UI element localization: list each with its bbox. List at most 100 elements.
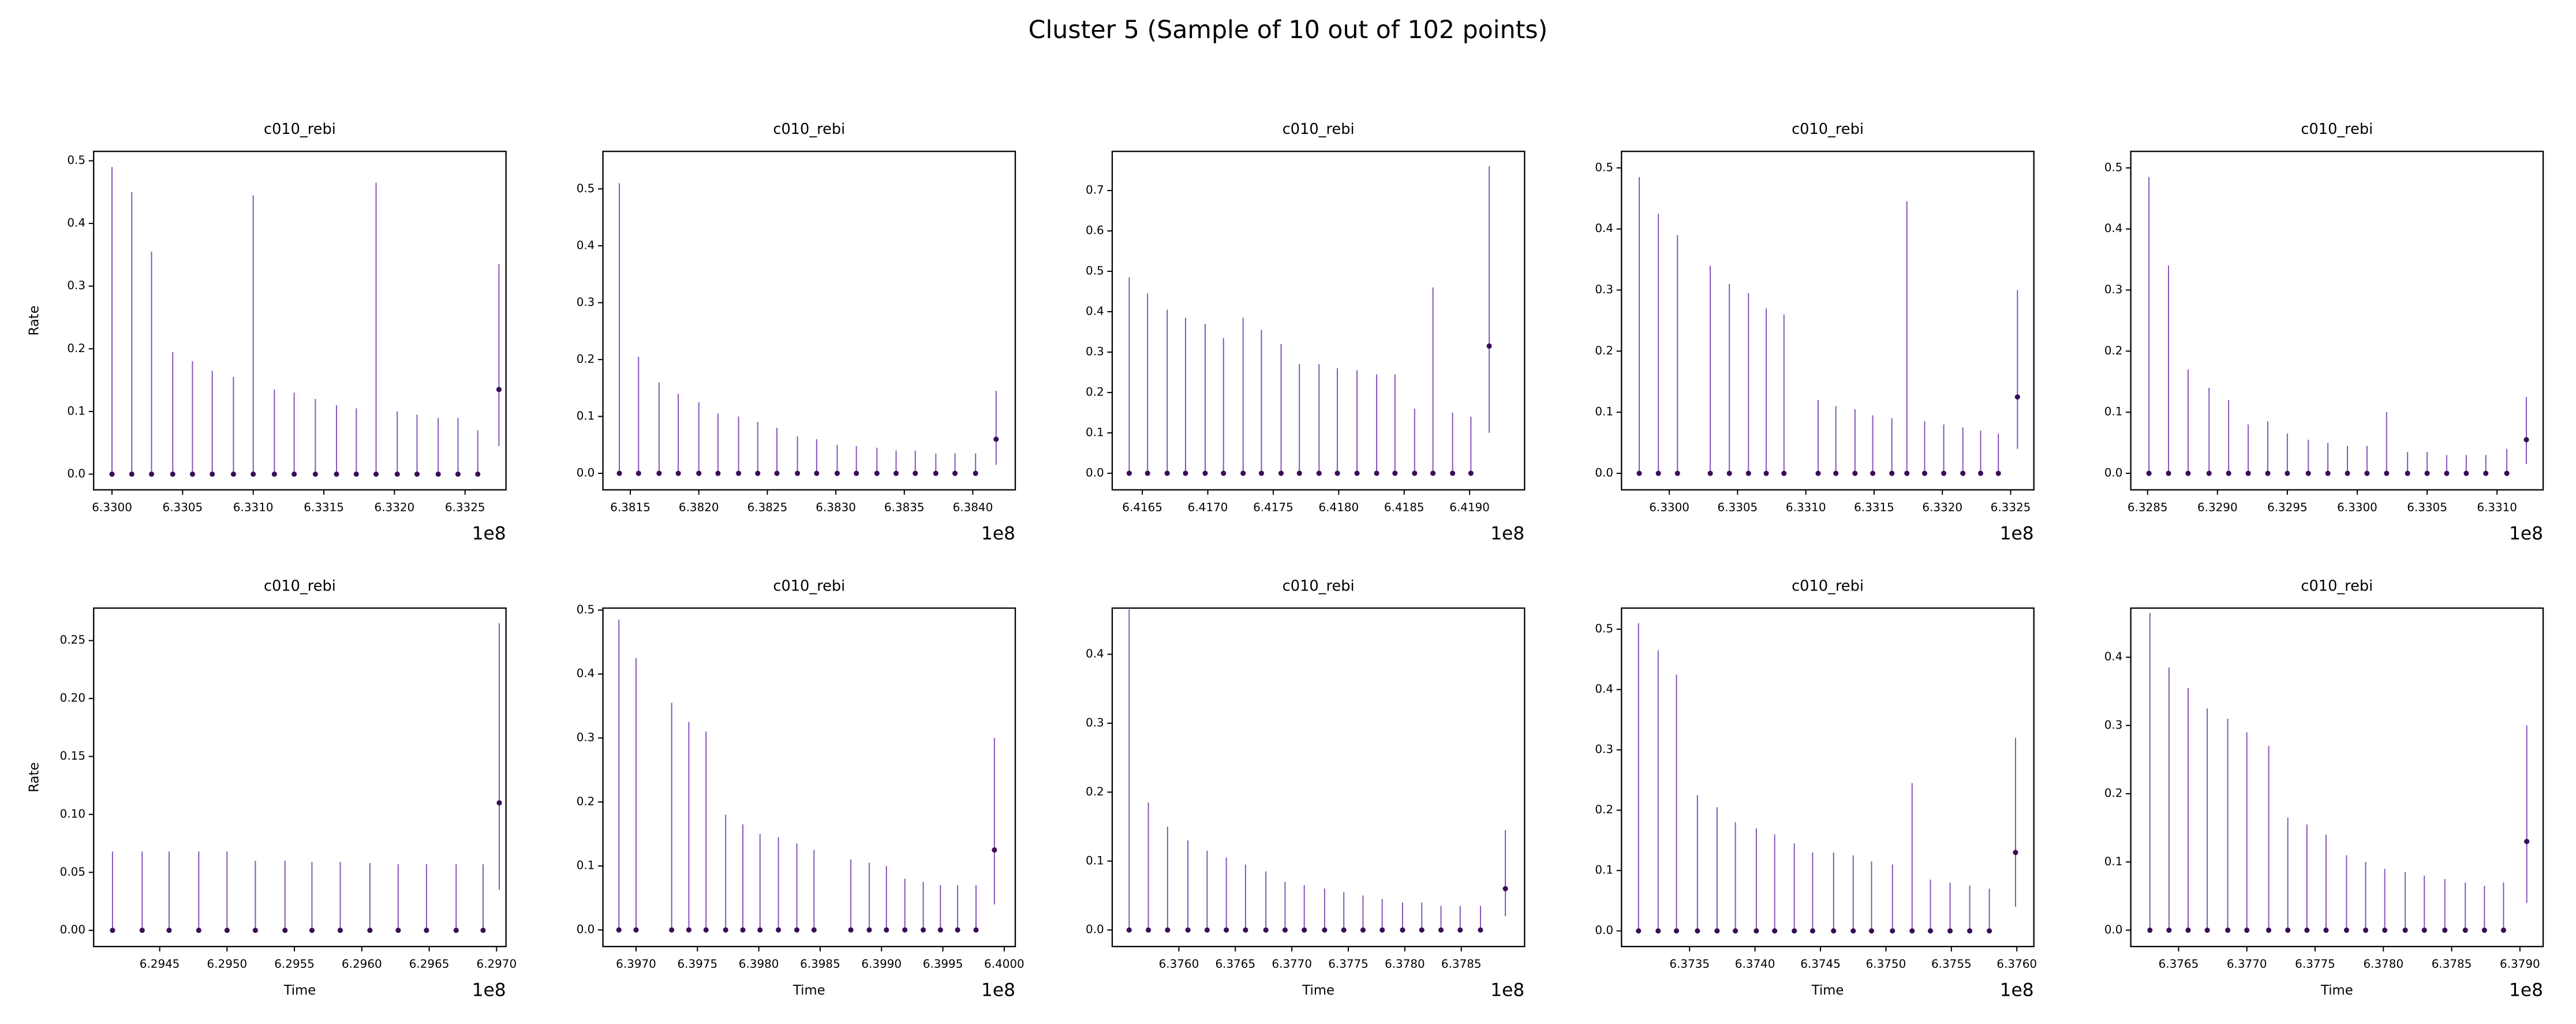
- data-point: [1745, 470, 1751, 476]
- y-tick-label: 0.0: [2104, 923, 2123, 936]
- data-point: [1960, 470, 1966, 476]
- data-point: [952, 470, 958, 476]
- x-offset-label: 1e8: [472, 523, 506, 544]
- data-point: [686, 927, 691, 933]
- y-tick-label: 0.2: [2104, 787, 2123, 800]
- y-tick-label: 0.5: [1595, 622, 1613, 636]
- axes-frame: [602, 151, 1016, 491]
- data-point: [282, 928, 288, 933]
- data-point: [1263, 927, 1269, 933]
- axes-frame: [93, 607, 507, 947]
- data-point: [1852, 470, 1858, 476]
- y-tick-label: 0.3: [1595, 283, 1613, 296]
- data-point: [2206, 470, 2212, 476]
- data-point: [496, 387, 502, 393]
- y-tick-label: 0.3: [1595, 743, 1613, 756]
- y-tick-label: 0.4: [1595, 682, 1613, 696]
- data-point: [1126, 927, 1132, 933]
- x-tick-label: 6.3315: [304, 500, 344, 514]
- data-point: [2225, 927, 2231, 933]
- data-point: [1379, 927, 1385, 933]
- x-tick-label: 6.3305: [2407, 500, 2447, 514]
- y-tick-label: 0.5: [67, 154, 85, 167]
- x-tick-label: 6.3310: [2477, 500, 2517, 514]
- data-point: [1392, 470, 1398, 476]
- data-point: [395, 928, 401, 933]
- data-point: [1360, 927, 1366, 933]
- x-tick-label: 6.3300: [92, 500, 132, 514]
- data-point: [2463, 470, 2469, 476]
- data-point: [1486, 343, 1492, 349]
- data-point: [1243, 927, 1248, 933]
- y-tick-label: 0.5: [1086, 264, 1104, 278]
- x-tick-label: 6.3970: [616, 958, 656, 971]
- subplot-title: c010_rebi: [1792, 121, 1864, 138]
- data-point: [1941, 470, 1947, 476]
- x-tick-label: 6.3785: [1441, 958, 1482, 971]
- data-point: [913, 470, 918, 476]
- data-point: [814, 470, 820, 476]
- subplot: c010_rebi 6.3760 6.3765 6.3770 6.3775 6.3780 6…: [1086, 578, 1526, 1001]
- data-point: [1714, 928, 1720, 934]
- x-tick-label: 6.3980: [739, 958, 779, 971]
- data-point: [2382, 927, 2388, 933]
- data-point: [224, 928, 230, 933]
- y-tick-label: 0.4: [577, 667, 595, 680]
- data-point: [2444, 470, 2450, 476]
- data-point: [2244, 927, 2250, 933]
- x-tick-label: 6.3830: [816, 500, 856, 514]
- data-point: [616, 470, 622, 476]
- x-tick-label: 6.3310: [1786, 500, 1826, 514]
- y-axis-label: Rate: [27, 305, 42, 335]
- subplot-title: c010_rebi: [773, 121, 845, 138]
- data-point: [937, 927, 943, 933]
- subplot-title: c010_rebi: [264, 578, 336, 595]
- y-tick-label: 0.1: [1595, 864, 1613, 877]
- data-point: [2185, 470, 2191, 476]
- data-point: [2285, 927, 2291, 933]
- y-tick-label: 0.5: [2104, 160, 2123, 174]
- data-point: [1126, 470, 1132, 476]
- x-tick-label: 6.3790: [2500, 958, 2540, 971]
- x-axis-label: Time: [1811, 983, 1844, 998]
- y-tick-label: 0.1: [1086, 854, 1104, 867]
- data-point: [2166, 927, 2172, 933]
- data-point: [2424, 470, 2430, 476]
- data-point: [367, 928, 373, 933]
- data-point: [373, 471, 379, 477]
- data-point: [795, 470, 801, 476]
- data-point: [480, 928, 486, 933]
- data-point: [2524, 839, 2530, 844]
- y-tick-label: 0.5: [577, 182, 595, 195]
- data-point: [1977, 470, 1984, 476]
- data-point: [1468, 470, 1474, 476]
- data-point: [1733, 928, 1738, 934]
- x-tick-label: 6.3820: [679, 500, 719, 514]
- y-tick-label: 0.3: [67, 279, 85, 292]
- data-point: [1185, 927, 1191, 933]
- x-tick-label: 6.3815: [610, 500, 650, 514]
- subplot: c010_rebi 6.3300 6.3305 6.3310 6.3315 6.3320 6…: [1595, 121, 2035, 544]
- data-point: [109, 471, 115, 477]
- data-point: [715, 470, 721, 476]
- data-point: [1165, 927, 1171, 933]
- x-axis-label: Time: [2320, 983, 2353, 998]
- data-point: [2147, 927, 2153, 933]
- y-tick-label: 0.25: [60, 633, 85, 646]
- data-point: [1430, 470, 1436, 476]
- data-point: [271, 471, 277, 477]
- data-point: [394, 471, 400, 477]
- data-point: [2483, 470, 2489, 476]
- data-point: [1183, 470, 1188, 476]
- subplot: c010_rebi 6.3970 6.3975 6.3980 6.3985 6.3990 6…: [577, 578, 1025, 1001]
- y-tick-label: 0.4: [1086, 647, 1104, 660]
- x-offset-label: 1e8: [981, 523, 1015, 544]
- data-point: [1909, 928, 1915, 934]
- data-point: [2442, 927, 2448, 933]
- y-tick-label: 0.20: [60, 692, 85, 705]
- y-tick-label: 0.4: [1595, 222, 1613, 235]
- data-point: [2405, 470, 2410, 476]
- data-point: [1341, 927, 1347, 933]
